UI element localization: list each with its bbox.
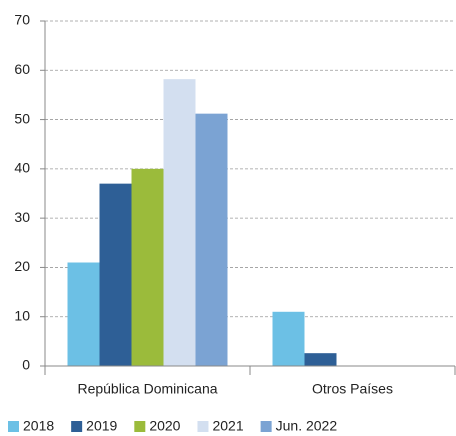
bar <box>131 168 164 366</box>
bar <box>195 113 228 367</box>
y-tick-label: 0 <box>22 357 30 373</box>
y-tick-label: 70 <box>14 12 30 28</box>
bar <box>304 353 337 366</box>
y-tick-label: 60 <box>14 61 30 77</box>
y-tick-label: 50 <box>14 110 30 126</box>
legend-label: Jun. 2022 <box>276 418 338 434</box>
legend-swatch <box>71 421 83 432</box>
legend-label: 2021 <box>212 418 243 434</box>
legend-swatch <box>8 421 19 432</box>
y-tick-label: 10 <box>14 307 30 323</box>
bar <box>272 311 305 366</box>
y-tick-label: 30 <box>14 209 30 225</box>
legend-label: 2019 <box>86 418 117 434</box>
x-tick-label: República Dominicana <box>77 381 217 397</box>
bar <box>99 183 132 366</box>
legend-swatch <box>134 421 146 432</box>
y-tick-label: 40 <box>14 160 30 176</box>
x-tick-label: Otros Países <box>312 381 393 397</box>
legend-label: 2020 <box>149 418 180 434</box>
legend-swatch <box>260 421 272 432</box>
y-tick-label: 20 <box>14 258 30 274</box>
bar <box>163 79 196 367</box>
legend-swatch <box>197 421 209 432</box>
legend-label: 2018 <box>23 418 54 434</box>
bar <box>67 262 100 366</box>
